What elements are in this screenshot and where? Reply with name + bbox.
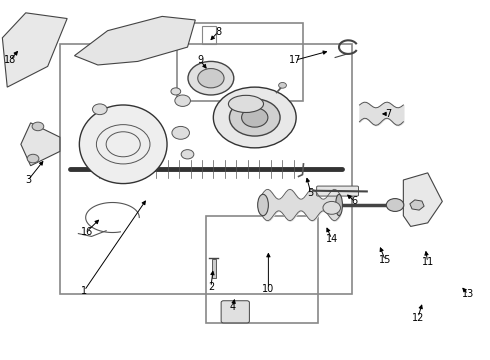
Circle shape	[175, 95, 191, 107]
Circle shape	[323, 202, 341, 214]
Text: 11: 11	[421, 257, 434, 267]
FancyBboxPatch shape	[317, 186, 359, 196]
Circle shape	[32, 122, 44, 131]
Circle shape	[213, 87, 296, 148]
Ellipse shape	[79, 105, 167, 184]
Ellipse shape	[258, 194, 269, 216]
Text: 9: 9	[197, 55, 203, 65]
Circle shape	[229, 99, 280, 136]
Circle shape	[188, 62, 234, 95]
Circle shape	[386, 199, 404, 211]
Text: 4: 4	[230, 302, 236, 312]
Text: 15: 15	[379, 255, 392, 265]
Text: 8: 8	[215, 27, 221, 37]
Circle shape	[172, 126, 190, 139]
Ellipse shape	[336, 194, 343, 216]
Bar	[60, 44, 352, 294]
Circle shape	[93, 104, 107, 114]
Text: 13: 13	[462, 289, 474, 299]
Ellipse shape	[228, 95, 264, 112]
Circle shape	[181, 150, 194, 159]
Text: 10: 10	[262, 284, 274, 294]
Text: 1: 1	[81, 286, 87, 296]
Text: 12: 12	[412, 312, 424, 323]
Text: 7: 7	[386, 109, 392, 119]
Circle shape	[242, 108, 268, 127]
Text: 17: 17	[289, 55, 301, 65]
Text: 18: 18	[4, 55, 16, 65]
Text: 2: 2	[208, 282, 214, 292]
Bar	[202, 26, 216, 44]
Circle shape	[198, 68, 224, 88]
Bar	[206, 216, 318, 323]
Bar	[177, 23, 303, 102]
Bar	[212, 258, 216, 278]
Polygon shape	[2, 13, 67, 87]
Text: 3: 3	[25, 175, 31, 185]
Polygon shape	[403, 173, 442, 226]
Text: 6: 6	[351, 197, 358, 206]
Text: 16: 16	[80, 227, 93, 237]
Polygon shape	[74, 17, 196, 65]
Circle shape	[27, 154, 39, 163]
FancyBboxPatch shape	[221, 301, 249, 323]
Text: 14: 14	[325, 234, 338, 244]
Polygon shape	[21, 123, 60, 166]
Text: 5: 5	[308, 188, 314, 198]
Circle shape	[171, 88, 181, 95]
Circle shape	[279, 82, 287, 88]
